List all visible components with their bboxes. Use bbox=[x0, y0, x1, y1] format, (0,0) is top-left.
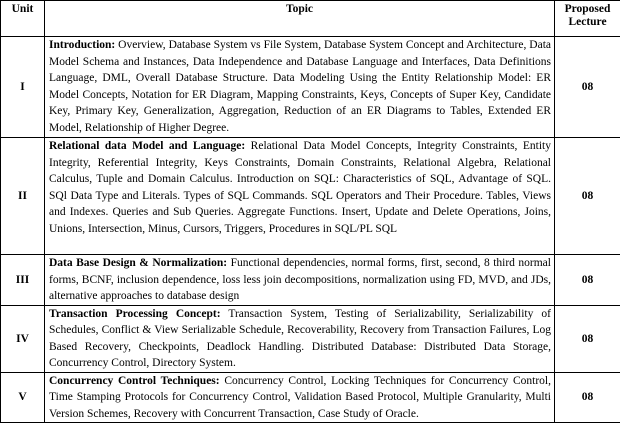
lecture-label: Lecture bbox=[568, 16, 606, 28]
topic-cell: Concurrency Control Techniques: Concurre… bbox=[45, 372, 555, 423]
topic-cell: Relational data Model and Language: Rela… bbox=[45, 138, 555, 255]
topic-header: Topic bbox=[45, 1, 555, 37]
topic-cell: Data Base Design & Normalization: Functi… bbox=[45, 255, 555, 306]
proposed-label: Proposed bbox=[565, 3, 611, 15]
unit-number: IV bbox=[1, 305, 45, 372]
topic-heading: Introduction: bbox=[49, 39, 115, 51]
topic-heading: Transaction Processing Concept: bbox=[49, 308, 221, 320]
lecture-count: 08 bbox=[555, 37, 620, 138]
topic-text: Overview, Database System vs File System… bbox=[49, 39, 551, 134]
unit-header: Unit bbox=[1, 1, 45, 37]
topic-heading: Data Base Design & Normalization: bbox=[49, 257, 227, 269]
unit-number: II bbox=[1, 138, 45, 255]
topic-text: Relational Data Model Concepts, Integrit… bbox=[49, 140, 551, 235]
unit-number: I bbox=[1, 37, 45, 138]
table-row: III Data Base Design & Normalization: Fu… bbox=[1, 255, 620, 306]
topic-cell: Transaction Processing Concept: Transact… bbox=[45, 305, 555, 372]
table-row: II Relational data Model and Language: R… bbox=[1, 138, 620, 255]
lecture-count: 08 bbox=[555, 305, 620, 372]
lecture-count: 08 bbox=[555, 372, 620, 423]
unit-number: V bbox=[1, 372, 45, 423]
table-row: V Concurrency Control Techniques: Concur… bbox=[1, 372, 620, 423]
table-row: IV Transaction Processing Concept: Trans… bbox=[1, 305, 620, 372]
topic-cell: Introduction: Overview, Database System … bbox=[45, 37, 555, 138]
table-row: I Introduction: Overview, Database Syste… bbox=[1, 37, 620, 138]
lecture-count: 08 bbox=[555, 138, 620, 255]
lecture-count: 08 bbox=[555, 255, 620, 306]
topic-heading: Concurrency Control Techniques: bbox=[49, 375, 220, 387]
unit-number: III bbox=[1, 255, 45, 306]
topic-heading: Relational data Model and Language: bbox=[49, 140, 245, 152]
